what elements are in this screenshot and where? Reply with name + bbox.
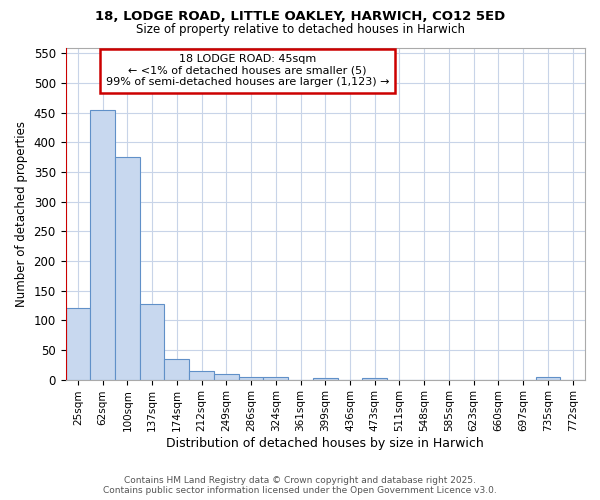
X-axis label: Distribution of detached houses by size in Harwich: Distribution of detached houses by size … bbox=[166, 437, 484, 450]
Bar bbox=[263, 376, 288, 380]
Text: 18, LODGE ROAD, LITTLE OAKLEY, HARWICH, CO12 5ED: 18, LODGE ROAD, LITTLE OAKLEY, HARWICH, … bbox=[95, 10, 505, 23]
Bar bbox=[164, 359, 189, 380]
Y-axis label: Number of detached properties: Number of detached properties bbox=[15, 120, 28, 306]
Bar bbox=[536, 376, 560, 380]
Text: 18 LODGE ROAD: 45sqm
← <1% of detached houses are smaller (5)
99% of semi-detach: 18 LODGE ROAD: 45sqm ← <1% of detached h… bbox=[106, 54, 389, 88]
Bar bbox=[90, 110, 115, 380]
Bar bbox=[239, 376, 263, 380]
Bar bbox=[189, 370, 214, 380]
Bar bbox=[65, 308, 90, 380]
Bar bbox=[140, 304, 164, 380]
Bar bbox=[313, 378, 338, 380]
Bar bbox=[115, 157, 140, 380]
Bar bbox=[214, 374, 239, 380]
Text: Contains HM Land Registry data © Crown copyright and database right 2025.
Contai: Contains HM Land Registry data © Crown c… bbox=[103, 476, 497, 495]
Text: Size of property relative to detached houses in Harwich: Size of property relative to detached ho… bbox=[136, 22, 464, 36]
Bar bbox=[362, 378, 387, 380]
